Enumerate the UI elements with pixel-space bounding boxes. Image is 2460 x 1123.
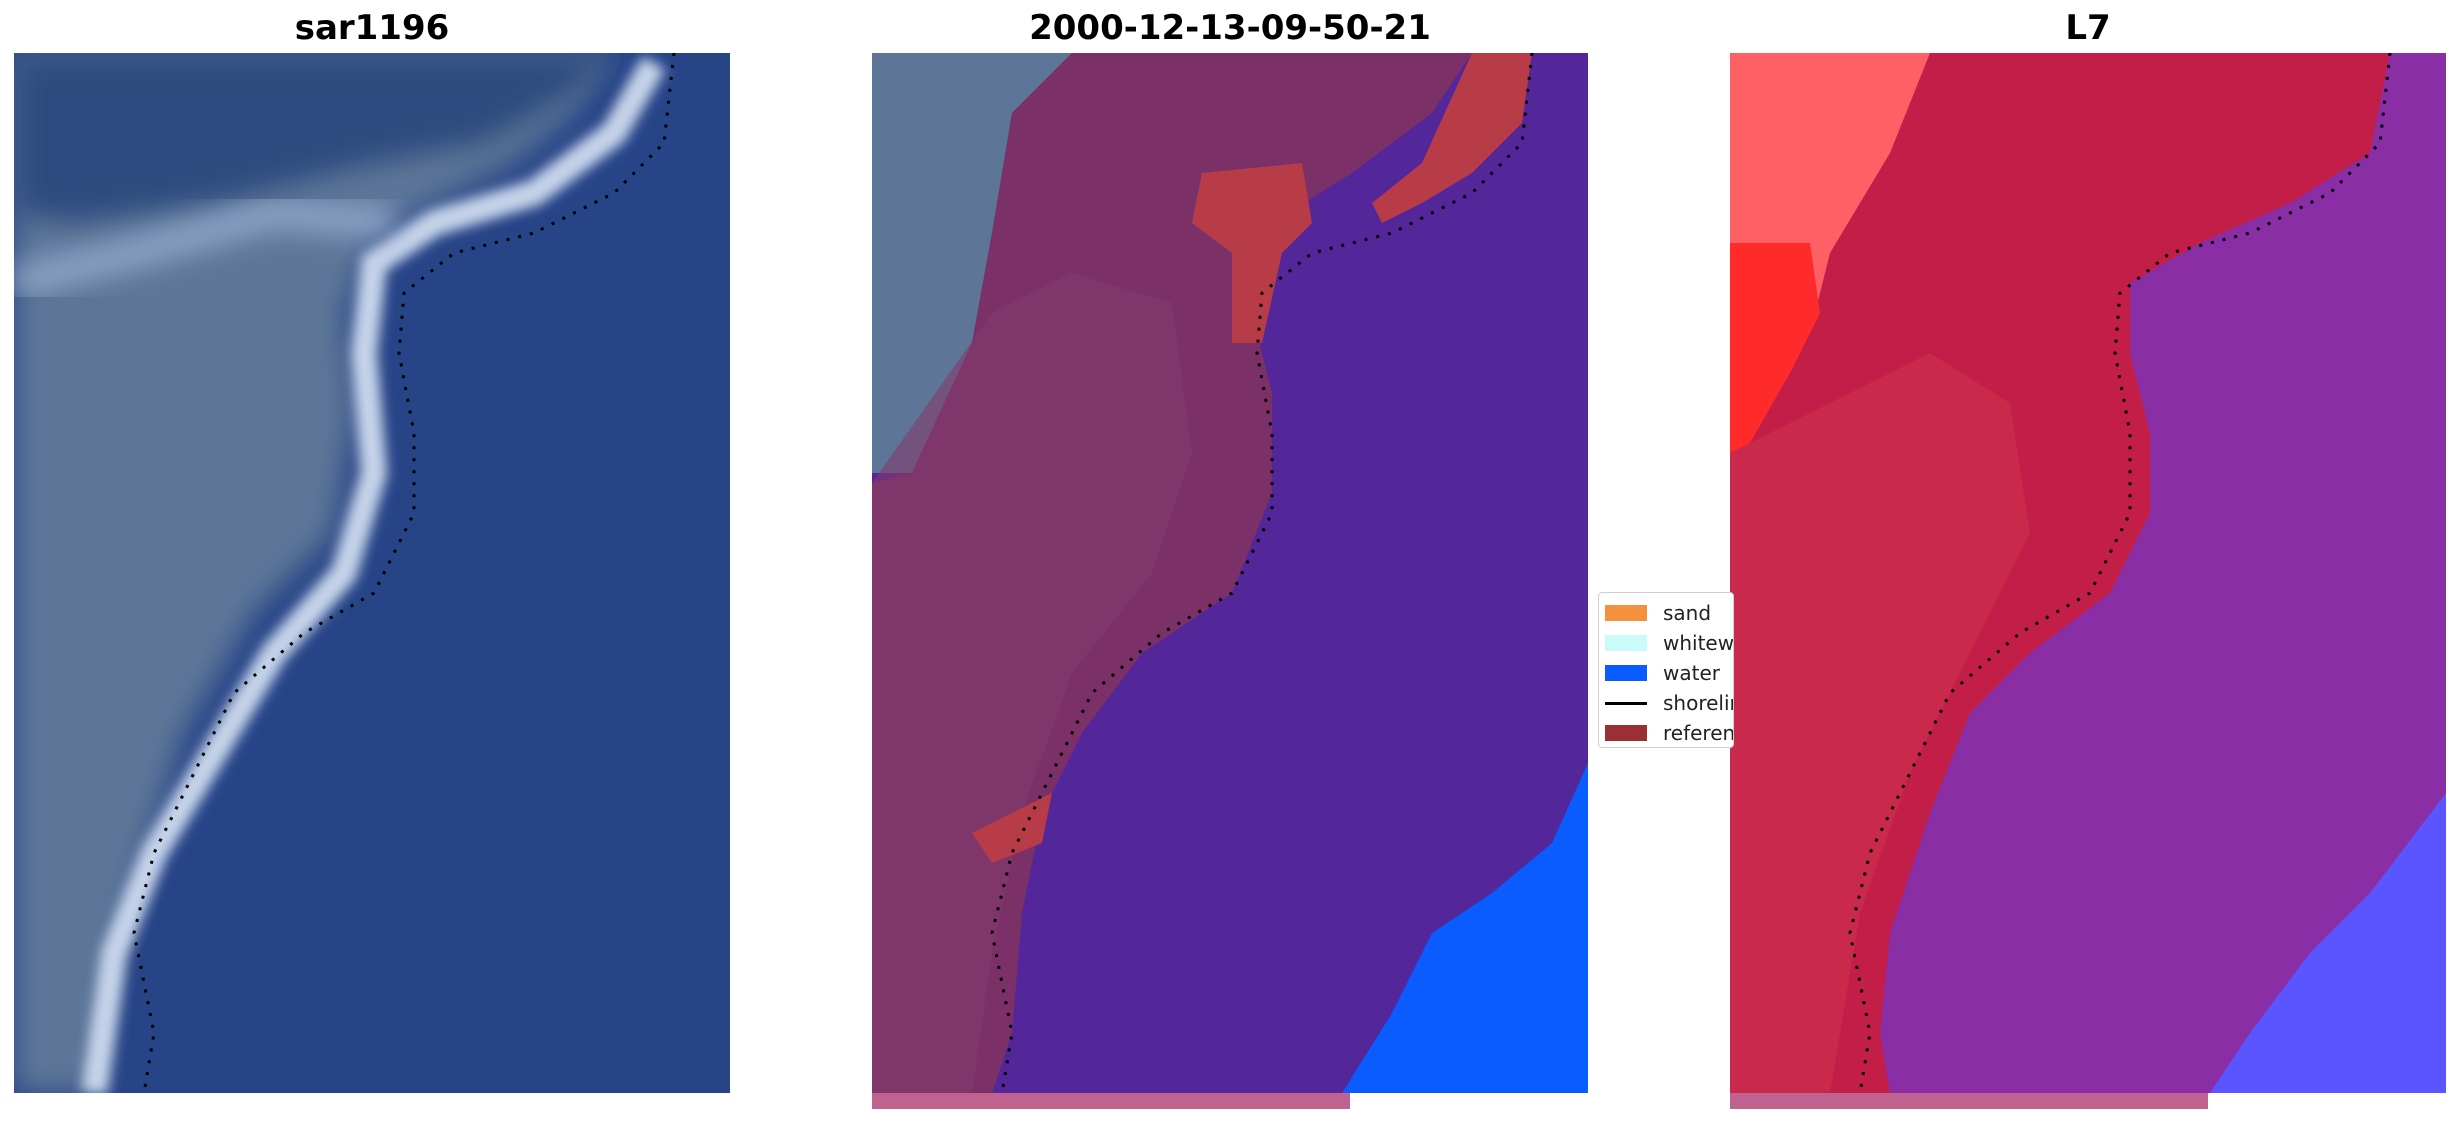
reference-patch-ne [1372,53,1532,223]
l7-blue-area [2210,793,2446,1093]
legend-label: reference [1663,721,1734,745]
legend-label: water [1663,661,1720,685]
legend-item-sand: sand [1605,598,1733,628]
surf-line [81,56,666,1093]
classification-image [872,53,1588,1109]
land-area [14,53,614,1093]
legend-item-whitewater: whitewater [1605,628,1733,658]
panel-title-classification: 2000-12-13-09-50-21 [1029,8,1431,48]
panel-title-rgb: sar1196 [294,8,450,48]
legend-item-water: water [1605,658,1733,688]
bottom-band-l7 [1730,1093,2208,1109]
legend: sand whitewater water shoreline referenc… [1598,592,1734,748]
legend-swatch-water [1605,665,1647,681]
l7-panel [1730,53,2446,1113]
legend-swatch-sand [1605,605,1647,621]
l7-image [1730,53,2446,1109]
surf-branch [14,197,396,298]
legend-label: whitewater [1663,631,1734,655]
legend-item-reference: reference [1605,718,1734,747]
legend-label: shoreline [1663,691,1733,715]
reference-patch-low [972,793,1052,863]
legend-swatch-reference [1605,725,1647,741]
upper-water [14,53,614,223]
classification-panel [872,53,1588,1113]
unclassified-area [872,53,1072,473]
rgb-image-panel [14,53,730,1093]
legend-line-shoreline [1605,701,1647,705]
legend-label: sand [1663,601,1712,625]
bright-water-class [1342,763,1588,1093]
reference-patch-top [1192,163,1312,343]
rgb-image [14,53,730,1093]
bottom-band [872,1093,1350,1109]
legend-item-shoreline: shoreline [1605,688,1733,718]
legend-swatch-whitewater [1605,635,1647,651]
panel-title-l7: L7 [2065,8,2111,48]
l7-land [1730,53,2390,1093]
